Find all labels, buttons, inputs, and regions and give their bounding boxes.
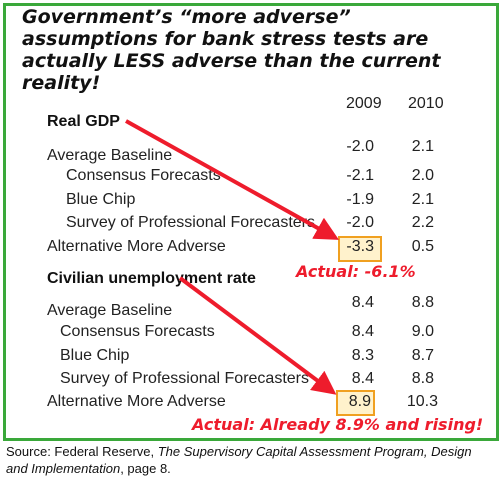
column-header-2009: 2009 [346,95,382,112]
value-cell: 2.0 [411,167,434,184]
value-cell: 8.4 [351,323,374,340]
row-label: Alternative More Adverse [47,238,226,255]
headline: Government’s “more adverse” assumptions … [22,6,441,94]
value-cell-highlighted: -3.3 [346,238,374,255]
column-header-2010: 2010 [408,95,444,112]
row-label: Blue Chip [60,347,130,364]
value-cell: 0.5 [411,238,434,255]
highlight-box-gdp [338,236,382,262]
value-cell: -1.9 [346,191,374,208]
value-cell: -2.0 [346,214,374,231]
arrow-gdp [125,119,339,240]
arrow-unemployment [178,276,337,395]
section-title-gdp: Real GDP [47,113,120,130]
row-label: Alternative More Adverse [47,393,226,410]
value-cell: 9.0 [411,323,434,340]
value-cell: 2.2 [411,214,434,231]
value-cell: -2.1 [346,167,374,184]
highlight-box-unemployment [336,390,375,416]
section-title-unemployment: Civilian unemployment rate [47,270,256,287]
value-cell-highlighted: 8.9 [348,393,371,410]
value-cell: 8.4 [351,294,374,311]
value-cell: 10.3 [406,393,438,410]
value-cell: 8.8 [411,370,434,387]
row-label: Blue Chip [66,191,136,208]
row-label: Consensus Forecasts [66,167,221,184]
source-title: The Supervisory Capital Assessment Progr… [6,444,472,476]
row-label: Survey of Professional Forecasters [60,370,309,387]
value-cell: 8.7 [411,347,434,364]
row-label: Consensus Forecasts [60,323,215,340]
row-label: Average Baseline [47,302,173,319]
source-prefix: Source: Federal Reserve, [6,444,158,459]
value-cell: 8.4 [351,370,374,387]
value-cell: -2.0 [346,138,374,155]
row-label: Average Baseline [47,147,173,164]
source-note: Source: Federal Reserve, The Supervisory… [6,443,494,477]
annotation-actual-unemployment: Actual: Already 8.9% and rising! [192,415,484,434]
value-cell: 8.3 [351,347,374,364]
value-cell: 8.8 [411,294,434,311]
value-cell: 2.1 [411,191,434,208]
value-cell: 2.1 [411,138,434,155]
figure-frame [3,3,499,441]
annotation-actual-gdp: Actual: -6.1% [296,262,416,281]
row-label: Survey of Professional Forecasters [66,214,315,231]
source-suffix: , page 8. [120,461,171,476]
